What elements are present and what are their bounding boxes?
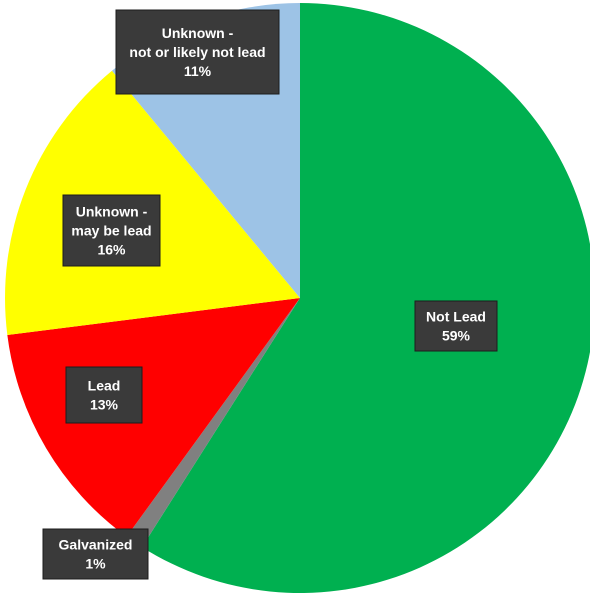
- data-label-box: [62, 194, 161, 267]
- data-label-box: [42, 528, 149, 580]
- data-label-line: 59%: [442, 328, 471, 344]
- data-label-line: Unknown -: [76, 204, 148, 220]
- data-label-galvanized: Galvanized 1%: [42, 528, 149, 580]
- data-label-line: Lead: [88, 378, 121, 394]
- data-label-box: [414, 300, 498, 352]
- data-label-lead: Lead 13%: [65, 366, 143, 424]
- data-label-line: 13%: [90, 397, 119, 413]
- pie-slice-lead: [7, 298, 301, 537]
- data-label-line: Galvanized: [59, 537, 133, 553]
- data-label-line: Not Lead: [426, 309, 486, 325]
- pie-slice-not-lead: [141, 3, 590, 593]
- data-label-unknown-may-be-lead: Unknown - may be lead 16%: [62, 194, 161, 267]
- data-label-line: 16%: [97, 242, 126, 258]
- pie-data-labels: Not Lead 59% Galvanized 1% Lead 13% Unknown - m…: [42, 9, 498, 580]
- data-label-unknown-not-or-likely-not-lead: Unknown - not or likely not lead 11%: [115, 9, 280, 95]
- data-label-box: [115, 9, 280, 95]
- data-label-line: 11%: [184, 63, 212, 79]
- data-label-line: not or likely not lead: [129, 44, 265, 60]
- data-label-box: [65, 366, 143, 424]
- data-label-not-lead: Not Lead 59%: [414, 300, 498, 352]
- pie-slices: [5, 3, 590, 593]
- data-label-line: may be lead: [71, 223, 151, 239]
- pie-slice-galvanized: [126, 298, 300, 548]
- data-label-line: Unknown -: [162, 25, 234, 41]
- data-label-line: 1%: [85, 556, 106, 572]
